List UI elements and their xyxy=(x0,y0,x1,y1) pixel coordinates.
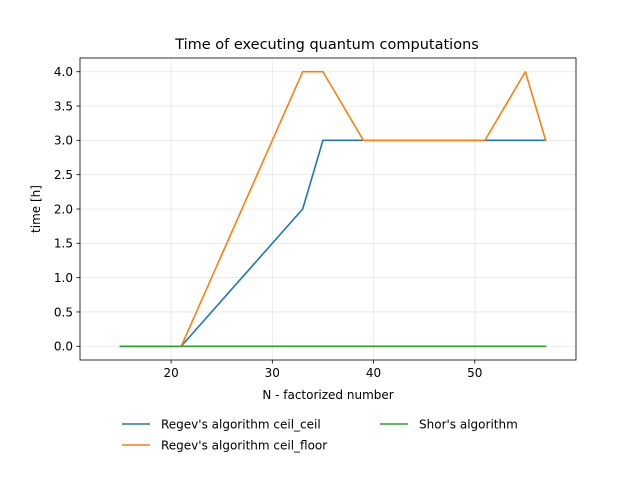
x-tick-label: 50 xyxy=(467,366,482,380)
y-tick-label: 3.0 xyxy=(54,134,73,148)
x-tick-label: 40 xyxy=(366,366,381,380)
y-axis-label: time [h] xyxy=(29,185,43,233)
y-tick-label: 0.0 xyxy=(54,340,73,354)
x-tick-label: 20 xyxy=(163,366,178,380)
x-axis-label: N - factorized number xyxy=(262,388,393,402)
series-lines xyxy=(119,70,547,348)
series-line-2 xyxy=(119,70,547,348)
legend-label-1: Regev's algorithm ceil_ceil xyxy=(161,417,321,431)
legend: Regev's algorithm ceil_ceil Regev's algor… xyxy=(122,417,518,452)
legend-label-2: Regev's algorithm ceil_floor xyxy=(161,438,327,452)
y-tick-label: 2.5 xyxy=(54,168,73,182)
y-tick-label: 1.5 xyxy=(54,237,73,251)
legend-label-3: Shor's algorithm xyxy=(419,417,518,431)
y-tick-label: 2.0 xyxy=(54,202,73,216)
y-tick-label: 4.0 xyxy=(54,65,73,79)
x-axis-ticks: 20 30 40 50 xyxy=(163,360,482,380)
series-line-1 xyxy=(119,139,547,348)
x-tick-label: 30 xyxy=(265,366,280,380)
chart-title: Time of executing quantum computations xyxy=(174,37,479,53)
y-tick-label: 3.5 xyxy=(54,99,73,113)
y-tick-label: 0.5 xyxy=(54,305,73,319)
y-axis-ticks: 0.0 0.5 1.0 1.5 2.0 2.5 3.0 3.5 4.0 xyxy=(54,65,80,354)
y-tick-label: 1.0 xyxy=(54,271,73,285)
